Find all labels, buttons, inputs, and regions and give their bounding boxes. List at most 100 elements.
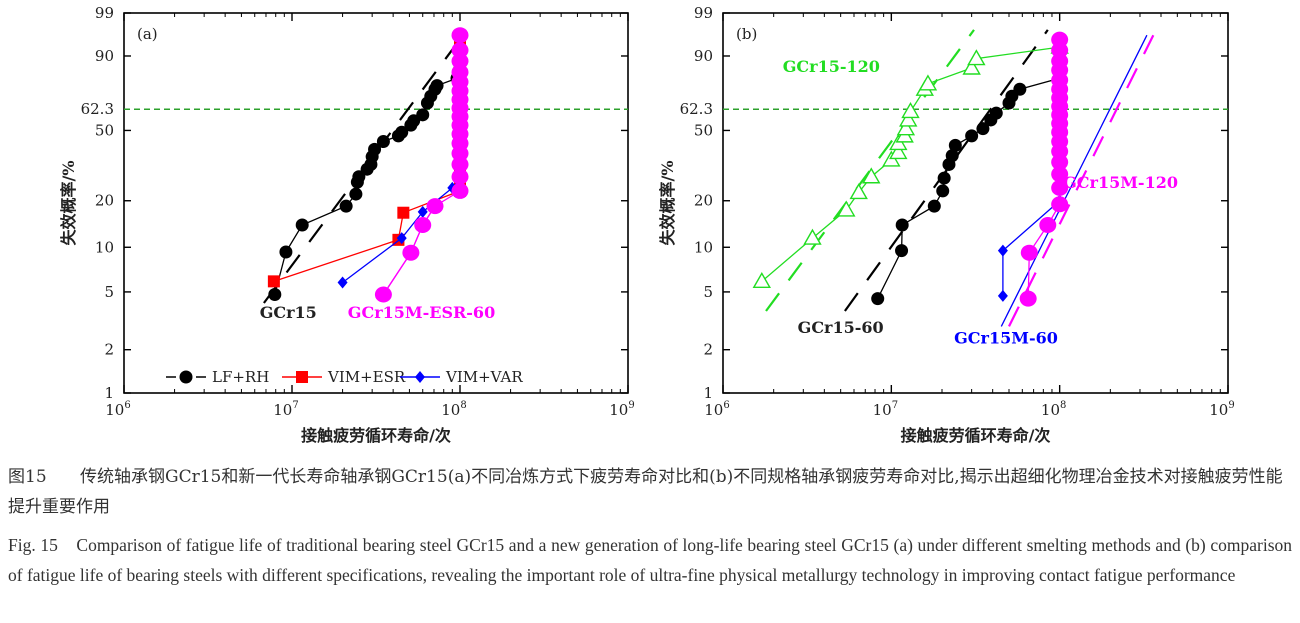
- y-tick-label: 20: [694, 192, 713, 210]
- data-point: [803, 228, 822, 245]
- y-tick-label: 5: [104, 283, 114, 301]
- caption-en-label: Fig. 15: [8, 535, 58, 555]
- x-tick-label: 109: [1209, 400, 1234, 419]
- data-point: [1051, 31, 1069, 48]
- panel-a: 106 107 108 109 1 2 5 10 20 50 90 99 62.3 接触疲劳循环寿命/次 失…: [59, 4, 635, 445]
- data-point: [451, 42, 469, 59]
- data-point: [896, 119, 916, 136]
- data-point: [752, 271, 771, 289]
- fit-line: [1008, 34, 1155, 327]
- y-axis-title: 失效概率/%: [59, 160, 78, 245]
- data-point: [895, 244, 909, 258]
- data-point: [374, 286, 392, 303]
- data-point: [871, 292, 885, 306]
- data-point: [1039, 217, 1057, 234]
- fit-line: [765, 29, 975, 312]
- y-tick-label: 90: [95, 47, 114, 65]
- y-tick-label: 5: [703, 283, 713, 301]
- data-point: [451, 182, 469, 199]
- y-tick-label: 10: [95, 238, 114, 256]
- data-point: [936, 184, 950, 198]
- series-annotation: GCr15-120: [783, 57, 880, 76]
- series-gcr15m-120: [1019, 31, 1069, 307]
- panel-b: 106 107 108 109 1 2 5 10 20 50 90 99 62.3 接触疲劳循环寿命/次 失…: [658, 4, 1235, 445]
- data-point: [997, 244, 1008, 257]
- data-point: [918, 74, 938, 91]
- data-point: [396, 232, 407, 245]
- series-annotation: GCr15M-120: [1063, 173, 1178, 192]
- y-tick-label: 1: [104, 384, 114, 402]
- caption-en-text: Comparison of fatigue life of traditiona…: [8, 535, 1293, 585]
- series-gcr15m-esr-60: [374, 27, 469, 303]
- series-annotation: GCr15M-60: [954, 329, 1058, 348]
- data-point: [395, 125, 409, 139]
- y-tick-label: 1: [703, 384, 713, 402]
- data-point: [368, 142, 382, 156]
- data-point: [376, 135, 390, 149]
- legend-label: VIM+VAR: [445, 368, 523, 386]
- data-point: [899, 110, 918, 127]
- x-tick-label: 106: [105, 400, 130, 419]
- data-point: [889, 143, 908, 160]
- data-point: [967, 49, 986, 66]
- x-tick-label: 107: [873, 400, 898, 419]
- y-axis-title: 失效概率/%: [658, 160, 677, 245]
- plot-frame: [123, 12, 629, 394]
- series-line: [761, 46, 1060, 282]
- data-point: [997, 289, 1008, 302]
- data-point: [1019, 290, 1037, 307]
- data-point: [1051, 196, 1069, 213]
- legend-label: VIM+ESR: [327, 368, 406, 386]
- x-tick-label: 108: [441, 400, 466, 419]
- data-point: [451, 168, 469, 185]
- data-point: [976, 122, 990, 136]
- x-axis-title: 接触疲劳循环寿命/次: [301, 426, 451, 445]
- data-point: [426, 198, 444, 215]
- data-point: [1013, 82, 1027, 96]
- data-point: [927, 199, 941, 213]
- y-tick-label: 90: [694, 47, 713, 65]
- data-point: [430, 79, 444, 93]
- series-annotation: GCr15-60: [798, 318, 884, 337]
- data-point: [451, 27, 469, 44]
- x-tick-label: 108: [1041, 400, 1066, 419]
- caption-english: Fig. 15 Comparison of fatigue life of tr…: [8, 530, 1292, 590]
- x-tick-label: 106: [704, 400, 729, 419]
- data-point: [268, 288, 282, 302]
- series-annotation: GCr15M-ESR-60: [348, 303, 495, 322]
- data-point: [1051, 166, 1069, 183]
- caption-zh-label: 图15: [8, 467, 47, 487]
- series-lf-rh: [268, 63, 466, 302]
- data-point: [895, 218, 909, 232]
- data-point: [402, 244, 420, 261]
- data-point: [337, 276, 348, 289]
- data-point: [397, 206, 410, 219]
- panel-label: (b): [736, 25, 757, 43]
- data-point: [962, 58, 981, 75]
- series-annotation: GCr15: [260, 303, 317, 322]
- data-point: [989, 106, 1003, 120]
- data-point: [267, 275, 280, 288]
- data-point: [837, 200, 856, 217]
- x-tick-label: 109: [609, 400, 634, 419]
- reference-line-label: 62.3: [81, 100, 114, 118]
- data-point: [416, 108, 430, 122]
- legend-label: LF+RH: [212, 368, 269, 386]
- data-point: [279, 245, 293, 259]
- y-tick-label: 50: [694, 121, 713, 139]
- y-tick-label: 50: [95, 121, 114, 139]
- data-point: [849, 183, 868, 200]
- y-tick-label: 20: [95, 192, 114, 210]
- data-point: [937, 171, 951, 185]
- x-tick-label: 107: [273, 400, 298, 419]
- reference-line-label: 62.3: [680, 100, 713, 118]
- data-point: [901, 102, 920, 119]
- panel-label: (a): [137, 25, 158, 43]
- data-point: [1051, 179, 1069, 196]
- y-tick-label: 10: [694, 238, 713, 256]
- data-point: [414, 217, 432, 234]
- caption-zh-text: 传统轴承钢GCr15和新一代长寿命轴承钢GCr15(a)不同冶炼方式下疲劳寿命对…: [8, 467, 1283, 517]
- legend: LF+RH VIM+ESR VIM+VAR: [166, 368, 523, 386]
- series-gcr15-120: [752, 37, 1069, 289]
- data-point: [417, 205, 428, 218]
